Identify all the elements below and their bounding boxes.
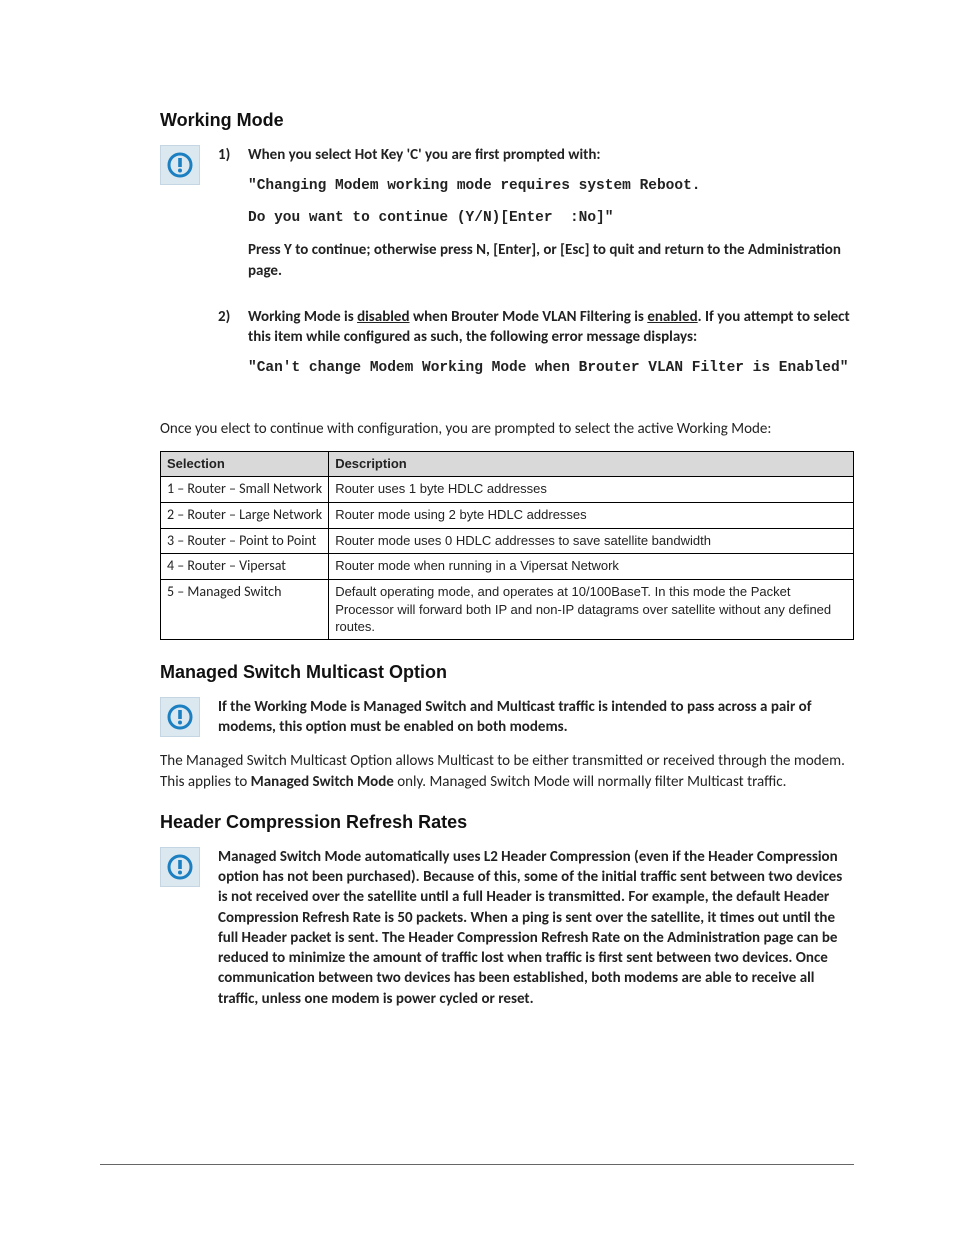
heading-working-mode: Working Mode xyxy=(160,110,854,131)
item1-lead: When you select Hot Key 'C' you are firs… xyxy=(248,145,854,165)
cell-description: Router mode when running in a Vipersat N… xyxy=(329,554,854,580)
working-mode-note-block: 1) When you select Hot Key 'C' you are f… xyxy=(160,145,854,405)
footer-rule xyxy=(100,1164,854,1165)
item2-code: "Can't change Modem Working Mode when Br… xyxy=(248,359,854,379)
col-header-selection: Selection xyxy=(161,452,329,477)
multicast-body-para: The Managed Switch Multicast Option allo… xyxy=(160,751,854,792)
cell-description: Router uses 1 byte HDLC addresses xyxy=(329,476,854,502)
table-row: 4 – Router – Vipersat Router mode when r… xyxy=(161,554,854,580)
alert-icon xyxy=(160,847,200,887)
list-number: 2) xyxy=(218,307,248,391)
text-fragment: only. Managed Switch Mode will normally … xyxy=(394,773,787,791)
cell-selection: 3 – Router – Point to Point xyxy=(161,528,329,554)
col-header-description: Description xyxy=(329,452,854,477)
working-mode-table: Selection Description 1 – Router – Small… xyxy=(160,451,854,640)
list-body: When you select Hot Key 'C' you are firs… xyxy=(248,145,854,293)
table-row: 3 – Router – Point to Point Router mode … xyxy=(161,528,854,554)
heading-managed-switch-multicast: Managed Switch Multicast Option xyxy=(160,662,854,683)
table-row: 1 – Router – Small Network Router uses 1… xyxy=(161,476,854,502)
working-mode-after-para: Once you elect to continue with configur… xyxy=(160,419,854,439)
item1-code-line2: Do you want to continue (Y/N)[Enter :No]… xyxy=(248,209,854,229)
list-item: 2) Working Mode is disabled when Brouter… xyxy=(218,307,854,391)
table-row: 2 – Router – Large Network Router mode u… xyxy=(161,502,854,528)
item1-code-line1: "Changing Modem working mode requires sy… xyxy=(248,177,854,197)
item2-para: Working Mode is disabled when Brouter Mo… xyxy=(248,307,854,348)
working-mode-list: 1) When you select Hot Key 'C' you are f… xyxy=(218,145,854,405)
compression-note-text: Managed Switch Mode automatically uses L… xyxy=(218,847,854,1009)
multicast-note-block: If the Working Mode is Managed Switch an… xyxy=(160,697,854,738)
table-row: 5 – Managed Switch Default operating mod… xyxy=(161,580,854,640)
underlined-text: enabled xyxy=(647,308,697,326)
compression-note-block: Managed Switch Mode automatically uses L… xyxy=(160,847,854,1009)
multicast-note-text: If the Working Mode is Managed Switch an… xyxy=(218,697,854,738)
text-fragment: when Brouter Mode VLAN Filtering is xyxy=(410,308,648,326)
item1-tail: Press Y to continue; otherwise press N, … xyxy=(248,240,854,281)
text-fragment: Working Mode is xyxy=(248,308,357,326)
cell-description: Router mode using 2 byte HDLC addresses xyxy=(329,502,854,528)
cell-description: Router mode uses 0 HDLC addresses to sav… xyxy=(329,528,854,554)
list-body: Working Mode is disabled when Brouter Mo… xyxy=(248,307,854,391)
cell-selection: 4 – Router – Vipersat xyxy=(161,554,329,580)
cell-description: Default operating mode, and operates at … xyxy=(329,580,854,640)
underlined-text: disabled xyxy=(357,308,409,326)
cell-selection: 2 – Router – Large Network xyxy=(161,502,329,528)
bold-text: Managed Switch Mode xyxy=(251,773,394,791)
cell-selection: 1 – Router – Small Network xyxy=(161,476,329,502)
list-number: 1) xyxy=(218,145,248,293)
alert-icon xyxy=(160,697,200,737)
alert-icon xyxy=(160,145,200,185)
cell-selection: 5 – Managed Switch xyxy=(161,580,329,640)
heading-header-compression: Header Compression Refresh Rates xyxy=(160,812,854,833)
table-header-row: Selection Description xyxy=(161,452,854,477)
list-item: 1) When you select Hot Key 'C' you are f… xyxy=(218,145,854,293)
document-page: Working Mode 1) When you select Hot Key … xyxy=(0,0,954,1235)
